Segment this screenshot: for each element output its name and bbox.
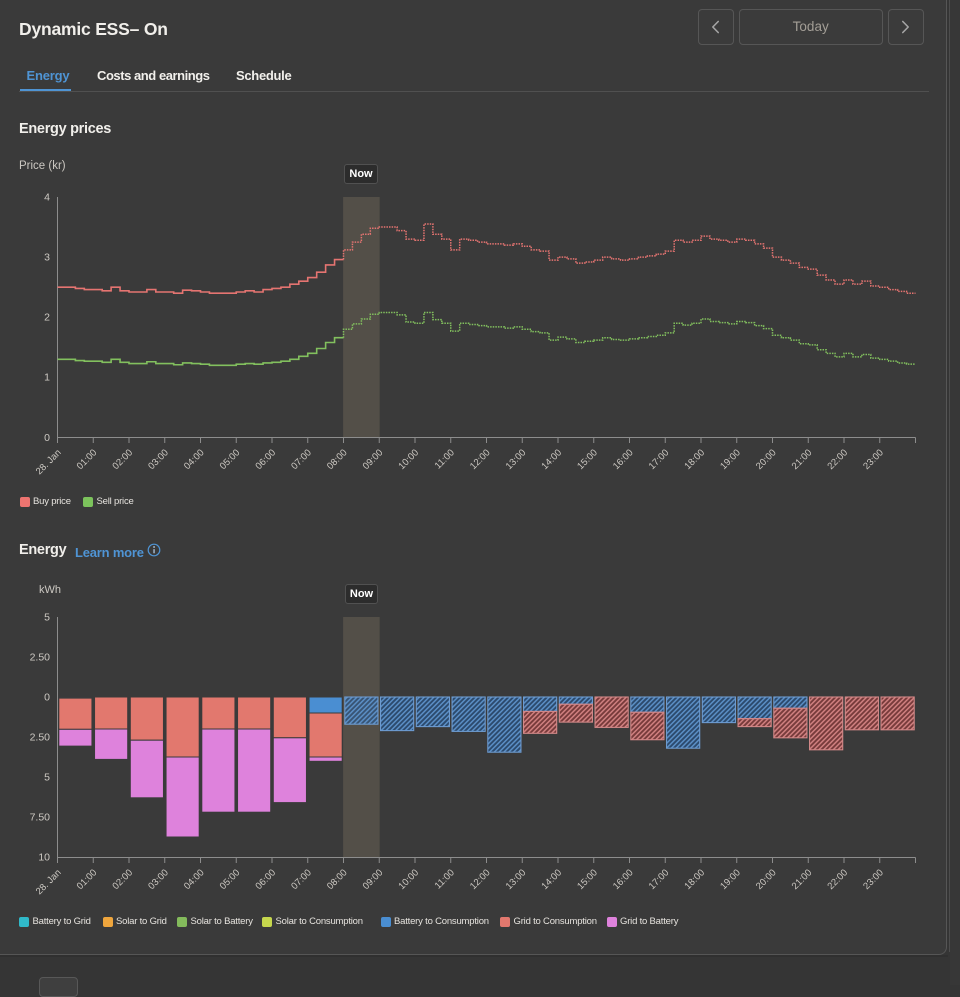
- svg-text:01:00: 01:00: [75, 867, 100, 892]
- svg-text:13:00: 13:00: [504, 867, 529, 892]
- svg-text:7.50: 7.50: [30, 811, 51, 823]
- svg-text:1: 1: [44, 372, 50, 384]
- svg-text:15:00: 15:00: [575, 447, 600, 472]
- svg-text:14:00: 14:00: [540, 867, 565, 892]
- svg-text:18:00: 18:00: [683, 867, 708, 892]
- svg-text:17:00: 17:00: [647, 867, 672, 892]
- svg-text:15:00: 15:00: [575, 867, 600, 892]
- svg-text:5: 5: [44, 771, 50, 783]
- svg-text:23:00: 23:00: [861, 447, 886, 472]
- svg-text:20:00: 20:00: [754, 447, 779, 472]
- svg-text:28. Jan: 28. Jan: [34, 447, 64, 477]
- svg-text:02:00: 02:00: [111, 867, 136, 892]
- svg-text:2: 2: [44, 312, 50, 324]
- svg-text:20:00: 20:00: [754, 867, 779, 892]
- svg-text:07:00: 07:00: [289, 867, 314, 892]
- svg-text:22:00: 22:00: [826, 867, 851, 892]
- svg-text:09:00: 09:00: [361, 867, 386, 892]
- svg-text:05:00: 05:00: [218, 447, 243, 472]
- svg-text:21:00: 21:00: [790, 447, 815, 472]
- svg-text:10:00: 10:00: [397, 447, 422, 472]
- svg-text:0: 0: [44, 432, 50, 444]
- svg-text:02:00: 02:00: [111, 447, 136, 472]
- svg-text:07:00: 07:00: [289, 447, 314, 472]
- svg-text:11:00: 11:00: [433, 447, 457, 471]
- svg-text:2.50: 2.50: [30, 731, 51, 743]
- svg-text:17:00: 17:00: [647, 447, 672, 472]
- svg-text:09:00: 09:00: [361, 447, 386, 472]
- svg-text:3: 3: [44, 251, 50, 263]
- svg-text:16:00: 16:00: [611, 867, 636, 892]
- svg-text:08:00: 08:00: [325, 867, 350, 892]
- svg-text:04:00: 04:00: [182, 867, 207, 892]
- svg-text:14:00: 14:00: [540, 447, 565, 472]
- svg-text:22:00: 22:00: [826, 447, 851, 472]
- svg-text:13:00: 13:00: [504, 447, 529, 472]
- svg-text:10: 10: [38, 851, 50, 863]
- svg-text:04:00: 04:00: [182, 447, 207, 472]
- svg-text:12:00: 12:00: [468, 447, 493, 472]
- svg-text:06:00: 06:00: [254, 867, 279, 892]
- svg-text:23:00: 23:00: [861, 867, 886, 892]
- svg-text:5: 5: [44, 611, 50, 623]
- svg-text:05:00: 05:00: [218, 867, 243, 892]
- svg-text:10:00: 10:00: [397, 867, 422, 892]
- svg-text:18:00: 18:00: [683, 447, 708, 472]
- svg-text:2.50: 2.50: [30, 651, 51, 663]
- svg-text:11:00: 11:00: [433, 867, 457, 891]
- svg-text:06:00: 06:00: [254, 447, 279, 472]
- svg-text:19:00: 19:00: [718, 447, 743, 472]
- svg-text:19:00: 19:00: [718, 867, 743, 892]
- svg-text:01:00: 01:00: [75, 447, 100, 472]
- svg-text:03:00: 03:00: [146, 867, 171, 892]
- svg-text:0: 0: [44, 691, 50, 703]
- svg-text:08:00: 08:00: [325, 447, 350, 472]
- svg-text:03:00: 03:00: [146, 447, 171, 472]
- svg-text:28. Jan: 28. Jan: [34, 867, 64, 897]
- svg-text:21:00: 21:00: [790, 867, 815, 892]
- svg-text:12:00: 12:00: [468, 867, 493, 892]
- svg-text:16:00: 16:00: [611, 447, 636, 472]
- svg-text:4: 4: [44, 191, 50, 203]
